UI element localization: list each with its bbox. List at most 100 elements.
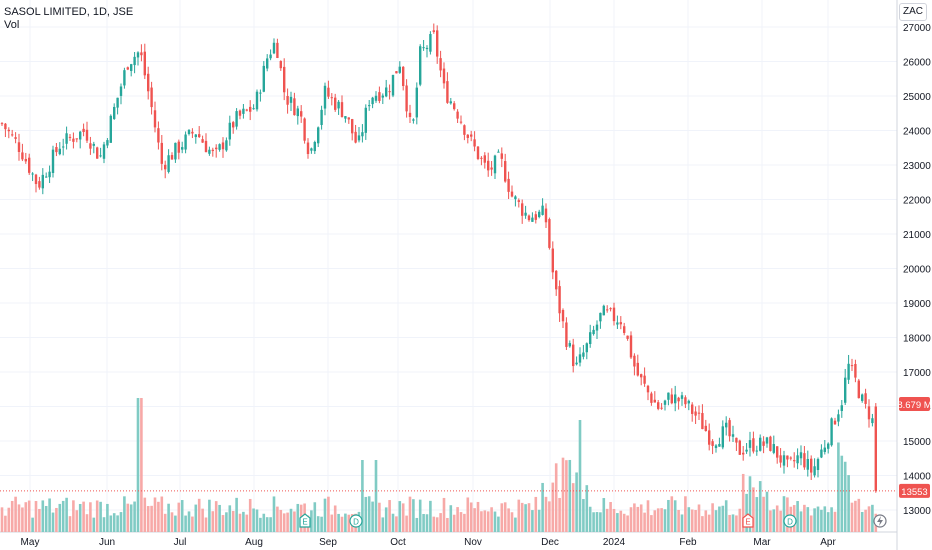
volume-bar <box>61 500 65 532</box>
candle-body <box>490 167 493 170</box>
volume-bar <box>310 510 313 532</box>
volume-bar <box>68 516 72 532</box>
volume-bar <box>252 508 255 532</box>
time-axis-label: Jun <box>99 537 115 548</box>
volume-bar <box>531 510 534 532</box>
volume-bar <box>184 515 187 532</box>
volume-bar <box>391 513 395 532</box>
volume-bar <box>592 512 595 532</box>
volume-bar <box>673 500 677 532</box>
candle-body <box>701 413 704 430</box>
volume-bar <box>568 459 572 532</box>
candle-body <box>711 441 714 446</box>
volume-bar <box>575 472 578 532</box>
candle-body <box>181 147 184 150</box>
earnings-marker-label: E <box>745 518 750 527</box>
candle-body <box>191 131 194 134</box>
candle-body <box>745 449 748 452</box>
candle-body <box>738 440 741 455</box>
volume-bar <box>823 506 827 532</box>
candle-body <box>68 136 72 138</box>
candle-body <box>619 322 622 325</box>
volume-bar <box>599 512 602 532</box>
candle-body <box>34 174 38 185</box>
candle-body <box>626 335 629 339</box>
volume-bar <box>55 507 58 532</box>
volume-bar <box>140 398 143 532</box>
volume-bar <box>745 493 748 532</box>
volume-bar <box>677 509 680 532</box>
candle-body <box>725 422 728 428</box>
volume-bar <box>585 485 589 532</box>
candle-body <box>279 61 282 69</box>
candle-body <box>646 385 650 393</box>
candle-body <box>7 129 10 132</box>
candle-body <box>782 455 786 466</box>
volume-bar <box>58 503 62 532</box>
volume-bar <box>622 513 626 532</box>
volume-bar <box>405 515 408 532</box>
candle-body <box>555 270 558 290</box>
volume-bar <box>466 497 470 532</box>
volume-bar <box>289 508 293 532</box>
volume-bar <box>316 516 320 532</box>
time-axis-label: Oct <box>390 537 406 548</box>
volume-bar <box>507 508 510 532</box>
candle-body <box>813 466 816 476</box>
volume-bar <box>619 510 623 532</box>
volume-bar <box>296 503 300 532</box>
candle-body <box>340 102 344 117</box>
volume-bar <box>167 503 170 532</box>
candle-body <box>296 108 299 117</box>
price-axis-label: 25000 <box>903 92 931 103</box>
volume-bar <box>126 503 130 532</box>
volume-bar <box>605 508 609 532</box>
candle-body <box>45 176 48 178</box>
volume-bar <box>616 513 619 532</box>
volume-bar <box>765 491 769 532</box>
dividend-marker[interactable] <box>783 514 797 528</box>
candle-body <box>670 394 673 404</box>
volume-bar <box>520 502 524 532</box>
earnings-marker[interactable] <box>299 513 311 528</box>
candle-body <box>405 85 408 112</box>
volume-bar <box>7 507 11 532</box>
volume-bar <box>259 517 262 532</box>
volume-bar <box>143 497 147 532</box>
volume-bar <box>361 460 364 532</box>
candle-body <box>663 400 667 405</box>
volume-bar <box>820 509 823 532</box>
candle-body <box>575 362 578 365</box>
volume-bar <box>803 504 806 532</box>
volume-bar <box>344 513 347 532</box>
candle-body <box>504 161 507 182</box>
price-axis-label: 15000 <box>903 437 931 448</box>
candle-body <box>327 87 330 97</box>
candle-body <box>680 395 684 399</box>
candle-body <box>354 131 357 143</box>
volume-bar <box>772 509 776 532</box>
volume-bar <box>333 505 337 532</box>
candle-body <box>640 374 643 378</box>
volume-bar <box>656 508 660 532</box>
time-axis-label: 2024 <box>603 537 626 548</box>
volume-bar <box>323 498 327 532</box>
earnings-marker[interactable] <box>742 513 754 528</box>
volume-bar <box>860 511 864 532</box>
volume-bar <box>558 497 561 532</box>
volume-bar <box>446 517 449 532</box>
volume-bar <box>225 512 228 532</box>
candle-body <box>89 143 92 149</box>
volume-bar <box>279 509 283 532</box>
symbol-title: SASOL LIMITED, 1D, JSE <box>4 6 134 18</box>
candle-body <box>589 332 592 345</box>
time-axis-label: Sep <box>319 537 337 548</box>
candle-body <box>653 399 656 403</box>
candle-body <box>385 87 388 97</box>
dividend-marker[interactable] <box>349 514 363 528</box>
volume-bar <box>320 516 323 532</box>
currency-button[interactable]: ZAC <box>899 3 927 21</box>
candle-body <box>874 406 877 491</box>
candle-body <box>674 394 677 404</box>
